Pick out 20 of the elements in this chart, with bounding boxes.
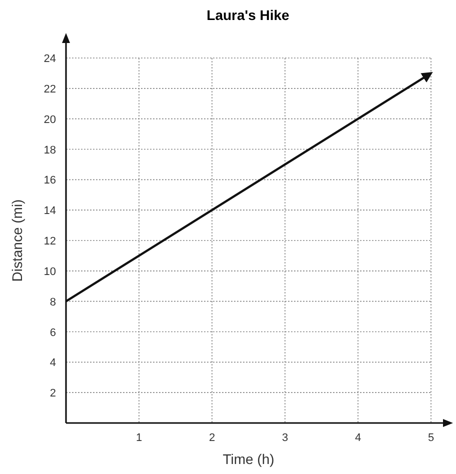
x-axis-title: Time (h)	[222, 451, 274, 467]
y-tick-label: 4	[50, 357, 56, 370]
x-tick-label: 1	[136, 432, 142, 444]
y-tick-label: 10	[44, 266, 56, 278]
x-tick-label: 2	[208, 432, 216, 444]
x-tick-label: 4	[354, 432, 362, 444]
y-tick-label: 14	[44, 205, 56, 218]
x-tick-label: 5	[428, 432, 434, 444]
y-tick-label: 16	[44, 174, 56, 187]
y-tick-label: 24	[44, 53, 56, 65]
y-tick-label: 8	[50, 296, 56, 308]
chart-title: Laura's Hike	[206, 7, 290, 23]
y-tick-label: 20	[44, 114, 56, 126]
x-tick-label: 3	[282, 432, 288, 444]
y-tick-label: 2	[50, 388, 56, 400]
y-tick-label: 22	[44, 83, 56, 96]
y-tick-label: 6	[50, 326, 56, 339]
y-tick-label: 18	[44, 144, 56, 156]
y-tick-label: 12	[44, 236, 56, 248]
y-axis-title: Distance (mi)	[9, 199, 25, 282]
